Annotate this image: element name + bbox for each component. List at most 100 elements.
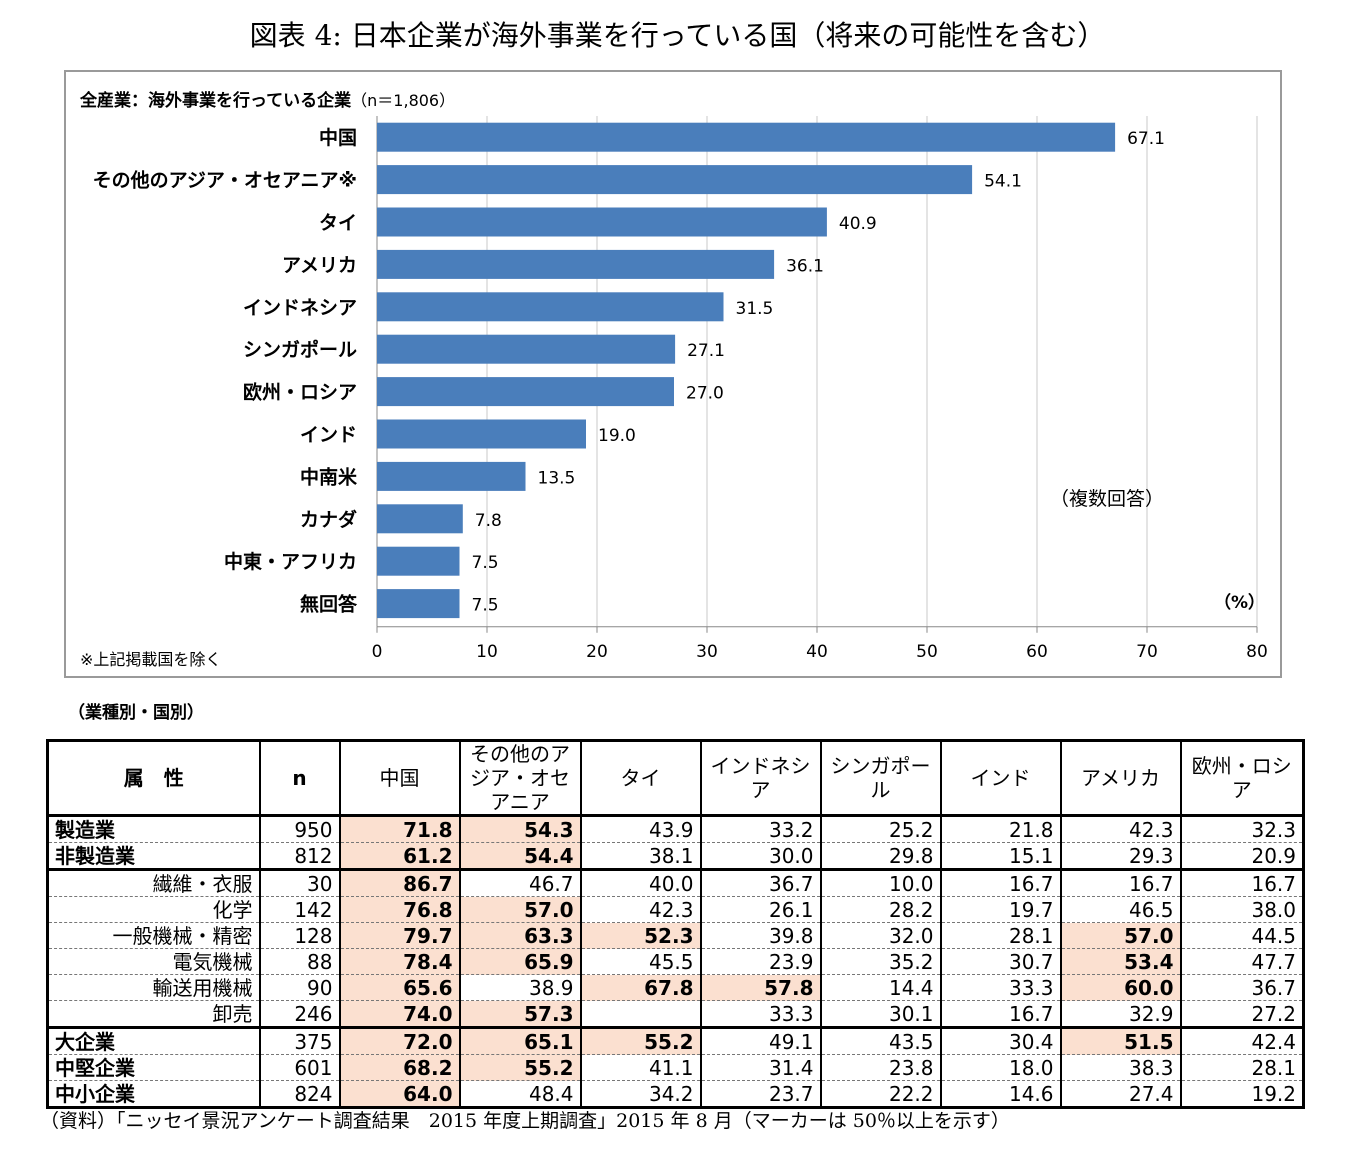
bar [377,249,775,279]
cell-india: 21.8 [939,815,1062,843]
cell-other-asia-oceania: 54.4 [458,842,582,871]
table-row: 電気機械 88 78.4 65.9 45.5 23.9 35.2 30.7 53.4 47.7 [46,948,1305,975]
category-label: アメリカ [282,254,357,276]
category-label: 中東・アフリカ [224,550,357,573]
unit-label: （%） [1214,593,1266,613]
cell-china: 65.6 [338,974,461,1001]
bar [377,377,674,407]
industry-country-table: 属 性 n 中国 その他のアジア・オセアニア タイ インドネシア シンガポール インド アメリカ… [46,739,1305,1109]
cell-singapore: 35.2 [819,948,942,975]
cell-thailand: 55.2 [579,1027,702,1055]
cell-thailand: 45.5 [579,948,702,975]
column-header-n: n [258,739,341,817]
cell-india: 28.1 [939,922,1062,949]
cell-singapore: 23.8 [819,1054,942,1081]
cell-indonesia: 31.4 [699,1054,822,1081]
cell-singapore: 10.0 [819,869,942,897]
cell-thailand: 67.8 [579,974,702,1001]
cell-other-asia-oceania: 46.7 [458,869,582,897]
cell-usa: 53.4 [1059,948,1182,975]
cell-usa: 38.3 [1059,1054,1182,1081]
chart-sample-size: （n＝1,806） [351,91,456,110]
row-sample-size: 601 [258,1054,341,1081]
cell-singapore: 29.8 [819,842,942,871]
value-label: 7.5 [472,596,499,616]
chart-footnote: ※上記掲載国を除く [80,650,222,669]
value-label: 54.1 [984,172,1022,192]
table-section-label: （業種別・国別） [68,703,204,723]
cell-other-asia-oceania: 63.3 [458,922,582,949]
value-label: 31.5 [736,299,774,319]
x-tick-label: 10 [476,642,498,662]
cell-china: 61.2 [338,842,461,871]
bar [377,504,463,534]
cell-india: 16.7 [939,1000,1062,1029]
cell-europe-russia: 47.7 [1179,948,1305,975]
row-attribute: 繊維・衣服 [46,869,261,897]
cell-indonesia: 23.7 [699,1080,822,1108]
row-attribute: 大企業 [46,1027,261,1055]
cell-singapore: 28.2 [819,896,942,923]
row-sample-size: 246 [258,1000,341,1029]
category-label: 中南米 [300,465,358,488]
cell-europe-russia: 36.7 [1179,974,1305,1001]
row-sample-size: 128 [258,922,341,949]
cell-europe-russia: 20.9 [1179,842,1305,871]
cell-thailand: 38.1 [579,842,702,871]
cell-singapore: 14.4 [819,974,942,1001]
cell-usa: 42.3 [1059,815,1182,843]
x-tick-label: 30 [696,642,718,662]
cell-usa: 32.9 [1059,1000,1182,1029]
value-label: 7.5 [472,553,499,573]
cell-usa: 27.4 [1059,1080,1182,1108]
table-row: 繊維・衣服 30 86.7 46.7 40.0 36.7 10.0 16.7 16.7 16.7 [46,869,1305,897]
cell-usa: 16.7 [1059,869,1182,897]
row-attribute: 輸送用機械 [46,974,261,1001]
column-header-other-asia-oceania: その他のアジア・オセアニア [458,739,582,817]
cell-europe-russia: 38.0 [1179,896,1305,923]
cell-europe-russia: 44.5 [1179,922,1305,949]
cell-india: 15.1 [939,842,1062,871]
value-label: 67.1 [1127,129,1165,149]
cell-china: 74.0 [338,1000,461,1029]
x-tick-label: 20 [586,642,608,662]
cell-indonesia: 26.1 [699,896,822,923]
row-attribute: 中小企業 [46,1080,261,1108]
cell-indonesia: 33.2 [699,815,822,843]
row-sample-size: 812 [258,842,341,871]
category-label: インド [300,424,357,446]
cell-china: 76.8 [338,896,461,923]
cell-singapore: 30.1 [819,1000,942,1029]
cell-indonesia: 49.1 [699,1027,822,1055]
cell-europe-russia: 28.1 [1179,1054,1305,1081]
source-note: （資料）「ニッセイ景況アンケート調査結果 2015 年度上期調査」2015 年 … [40,1110,1010,1132]
x-tick-label: 0 [372,642,383,662]
table-row: 一般機械・精密 128 79.7 63.3 52.3 39.8 32.0 28.1 57.0 44… [46,922,1305,949]
bar [377,207,827,237]
x-tick-label: 40 [806,642,828,662]
cell-europe-russia: 32.3 [1179,815,1305,843]
column-header-indonesia: インドネシア [699,739,822,817]
cell-china: 71.8 [338,815,461,843]
cell-usa: 57.0 [1059,922,1182,949]
cell-europe-russia: 19.2 [1179,1080,1305,1108]
bar [377,419,586,449]
column-header-europe-russia: 欧州・ロシア [1179,739,1305,817]
row-sample-size: 142 [258,896,341,923]
table-row: 化学 142 76.8 57.0 42.3 26.1 28.2 19.7 46.5 38.0 [46,896,1305,923]
chart-heading-text: 全産業：海外事業を行っている企業 [80,91,352,111]
cell-indonesia: 30.0 [699,842,822,871]
column-header-thailand: タイ [579,739,702,817]
row-attribute: 一般機械・精密 [46,922,261,949]
x-tick-label: 50 [916,642,938,662]
category-label: 無回答 [300,593,358,616]
cell-other-asia-oceania: 48.4 [458,1080,582,1108]
cell-singapore: 22.2 [819,1080,942,1108]
category-label: タイ [319,212,357,234]
cell-indonesia: 33.3 [699,1000,822,1029]
row-sample-size: 824 [258,1080,341,1108]
cell-china: 86.7 [338,869,461,897]
cell-singapore: 43.5 [819,1027,942,1055]
cell-india: 33.3 [939,974,1062,1001]
cell-china: 79.7 [338,922,461,949]
